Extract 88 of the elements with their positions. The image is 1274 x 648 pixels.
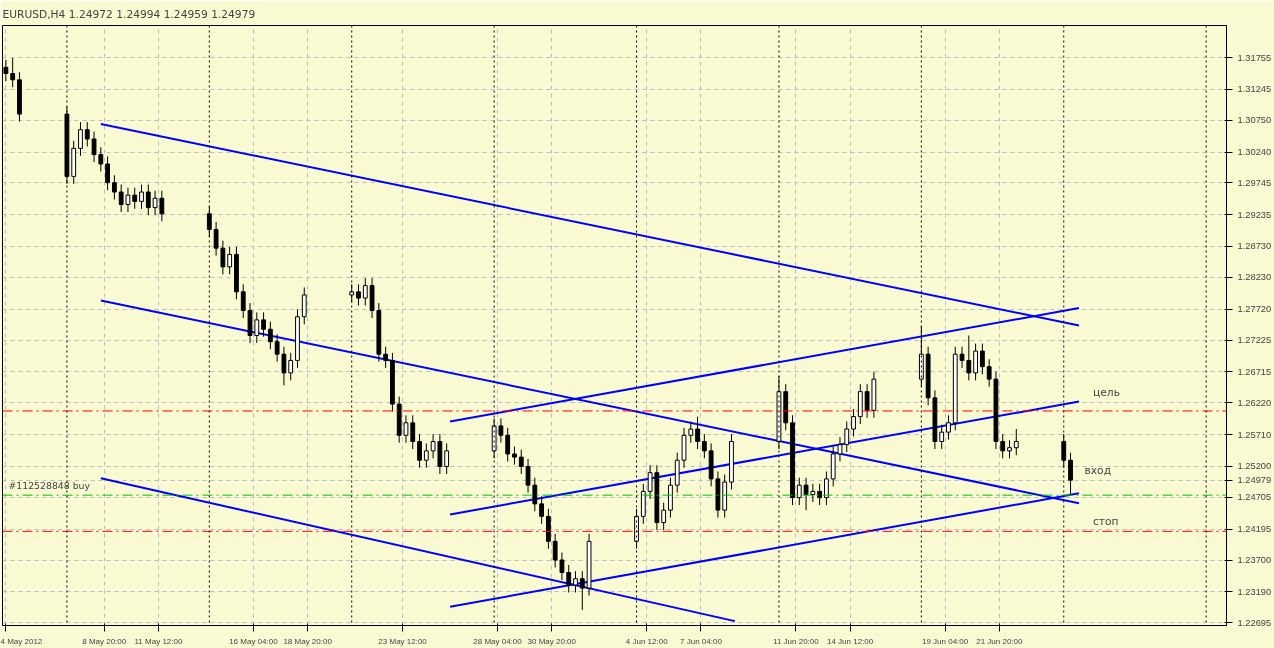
x-tick-label: 18 May 20:00 — [283, 636, 333, 646]
x-tick-label: 4 May 2012 — [0, 636, 43, 646]
candlestick — [566, 564, 572, 593]
x-tick-label: 28 May 04:00 — [473, 636, 523, 646]
annotation: цель — [1093, 385, 1120, 399]
candlestick — [145, 184, 151, 216]
candlestick — [1000, 433, 1006, 459]
candlestick — [105, 155, 111, 191]
candlestick — [986, 358, 992, 388]
y-tick-label: 1.23190 — [1237, 586, 1272, 597]
ref-line-label: #112528848 buy — [8, 480, 91, 492]
candlestick — [383, 346, 389, 369]
candlestick — [288, 352, 294, 381]
candlestick — [505, 427, 511, 462]
candlestick — [261, 311, 266, 338]
y-tick-label: 1.24705 — [1237, 492, 1272, 503]
candlestick — [837, 436, 843, 462]
x-tick-label: 8 May 20:00 — [82, 636, 127, 646]
candlestick — [979, 343, 985, 375]
x-tick-label: 21 Jun 20:00 — [976, 636, 1024, 646]
x-tick-label: 14 Jun 12:00 — [827, 636, 874, 646]
candlestick — [701, 433, 707, 459]
candlestick — [10, 57, 16, 88]
y-tick-label: 1.26715 — [1237, 366, 1272, 377]
chart-title: EURUSD,H4 1.24972 1.24994 1.24959 1.24979 — [2, 7, 256, 21]
candlestick — [274, 333, 280, 363]
candlestick — [695, 416, 700, 450]
x-tick-label: 11 Jun 20:00 — [773, 636, 820, 646]
candlestick — [417, 433, 422, 469]
candlestick — [559, 552, 565, 581]
y-tick-label: 1.24979 — [1237, 475, 1272, 486]
candlestick — [281, 346, 287, 386]
y-tick-label: 1.23700 — [1237, 555, 1272, 566]
candlestick — [579, 570, 585, 611]
x-tick-label: 7 Jun 04:00 — [680, 636, 723, 646]
y-tick-label: 1.25710 — [1237, 429, 1272, 440]
x-tick-label: 23 May 12:00 — [378, 636, 428, 646]
candlestick — [84, 121, 90, 147]
candlestick — [1068, 452, 1073, 496]
candlestick — [661, 502, 667, 531]
x-tick-label: 4 Jun 12:00 — [625, 636, 669, 646]
candlestick — [851, 408, 856, 438]
candlestick — [267, 321, 273, 350]
y-tick-label: 1.26220 — [1237, 397, 1272, 408]
candlestick — [973, 343, 978, 381]
candlestick — [220, 240, 226, 275]
candlestick — [573, 570, 578, 593]
candlestick — [946, 414, 951, 441]
candlestick — [539, 495, 545, 525]
candlestick — [423, 442, 429, 469]
y-tick-label: 1.31245 — [1237, 84, 1272, 95]
candlestick — [817, 483, 823, 506]
y-tick-label: 1.27225 — [1237, 335, 1272, 346]
y-tick-label: 1.28230 — [1237, 272, 1272, 283]
y-tick-label: 1.29745 — [1237, 177, 1272, 188]
candlestick — [227, 246, 233, 275]
candlestick — [1013, 428, 1019, 456]
candlestick — [301, 286, 307, 325]
candlestick — [356, 283, 361, 307]
y-tick-label: 1.30240 — [1237, 147, 1272, 158]
candlestick — [1007, 439, 1012, 459]
x-tick-label: 11 May 12:00 — [134, 636, 183, 646]
candlestick — [552, 533, 558, 568]
y-tick-label: 1.30750 — [1237, 115, 1272, 126]
annotation: стоп — [1093, 515, 1119, 529]
candlestick — [111, 174, 117, 201]
candlestick — [444, 442, 450, 475]
y-tick-label: 1.27720 — [1237, 304, 1272, 315]
candlestick — [844, 421, 850, 453]
candlestick — [139, 184, 144, 210]
y-tick-label: 1.28730 — [1237, 241, 1272, 252]
y-tick-label: 1.25200 — [1237, 461, 1272, 472]
candlestick — [362, 277, 368, 307]
candlestick — [512, 446, 517, 466]
candlestick — [532, 477, 538, 512]
candlestick — [796, 477, 802, 506]
annotation: вход — [1084, 464, 1112, 478]
y-tick-label: 1.29235 — [1237, 209, 1272, 220]
x-tick-label: 16 May 04:00 — [229, 636, 279, 646]
candlestick — [939, 424, 945, 450]
candlestick — [78, 121, 83, 157]
candlestick — [824, 470, 829, 506]
candlestick — [213, 221, 219, 257]
y-tick-label: 1.22695 — [1237, 617, 1272, 628]
y-tick-label: 1.24195 — [1237, 524, 1272, 535]
x-tick-label: 19 Jun 04:00 — [921, 636, 969, 646]
y-tick-label: 1.31755 — [1237, 52, 1272, 63]
x-tick-label: 30 May 20:00 — [527, 636, 577, 646]
